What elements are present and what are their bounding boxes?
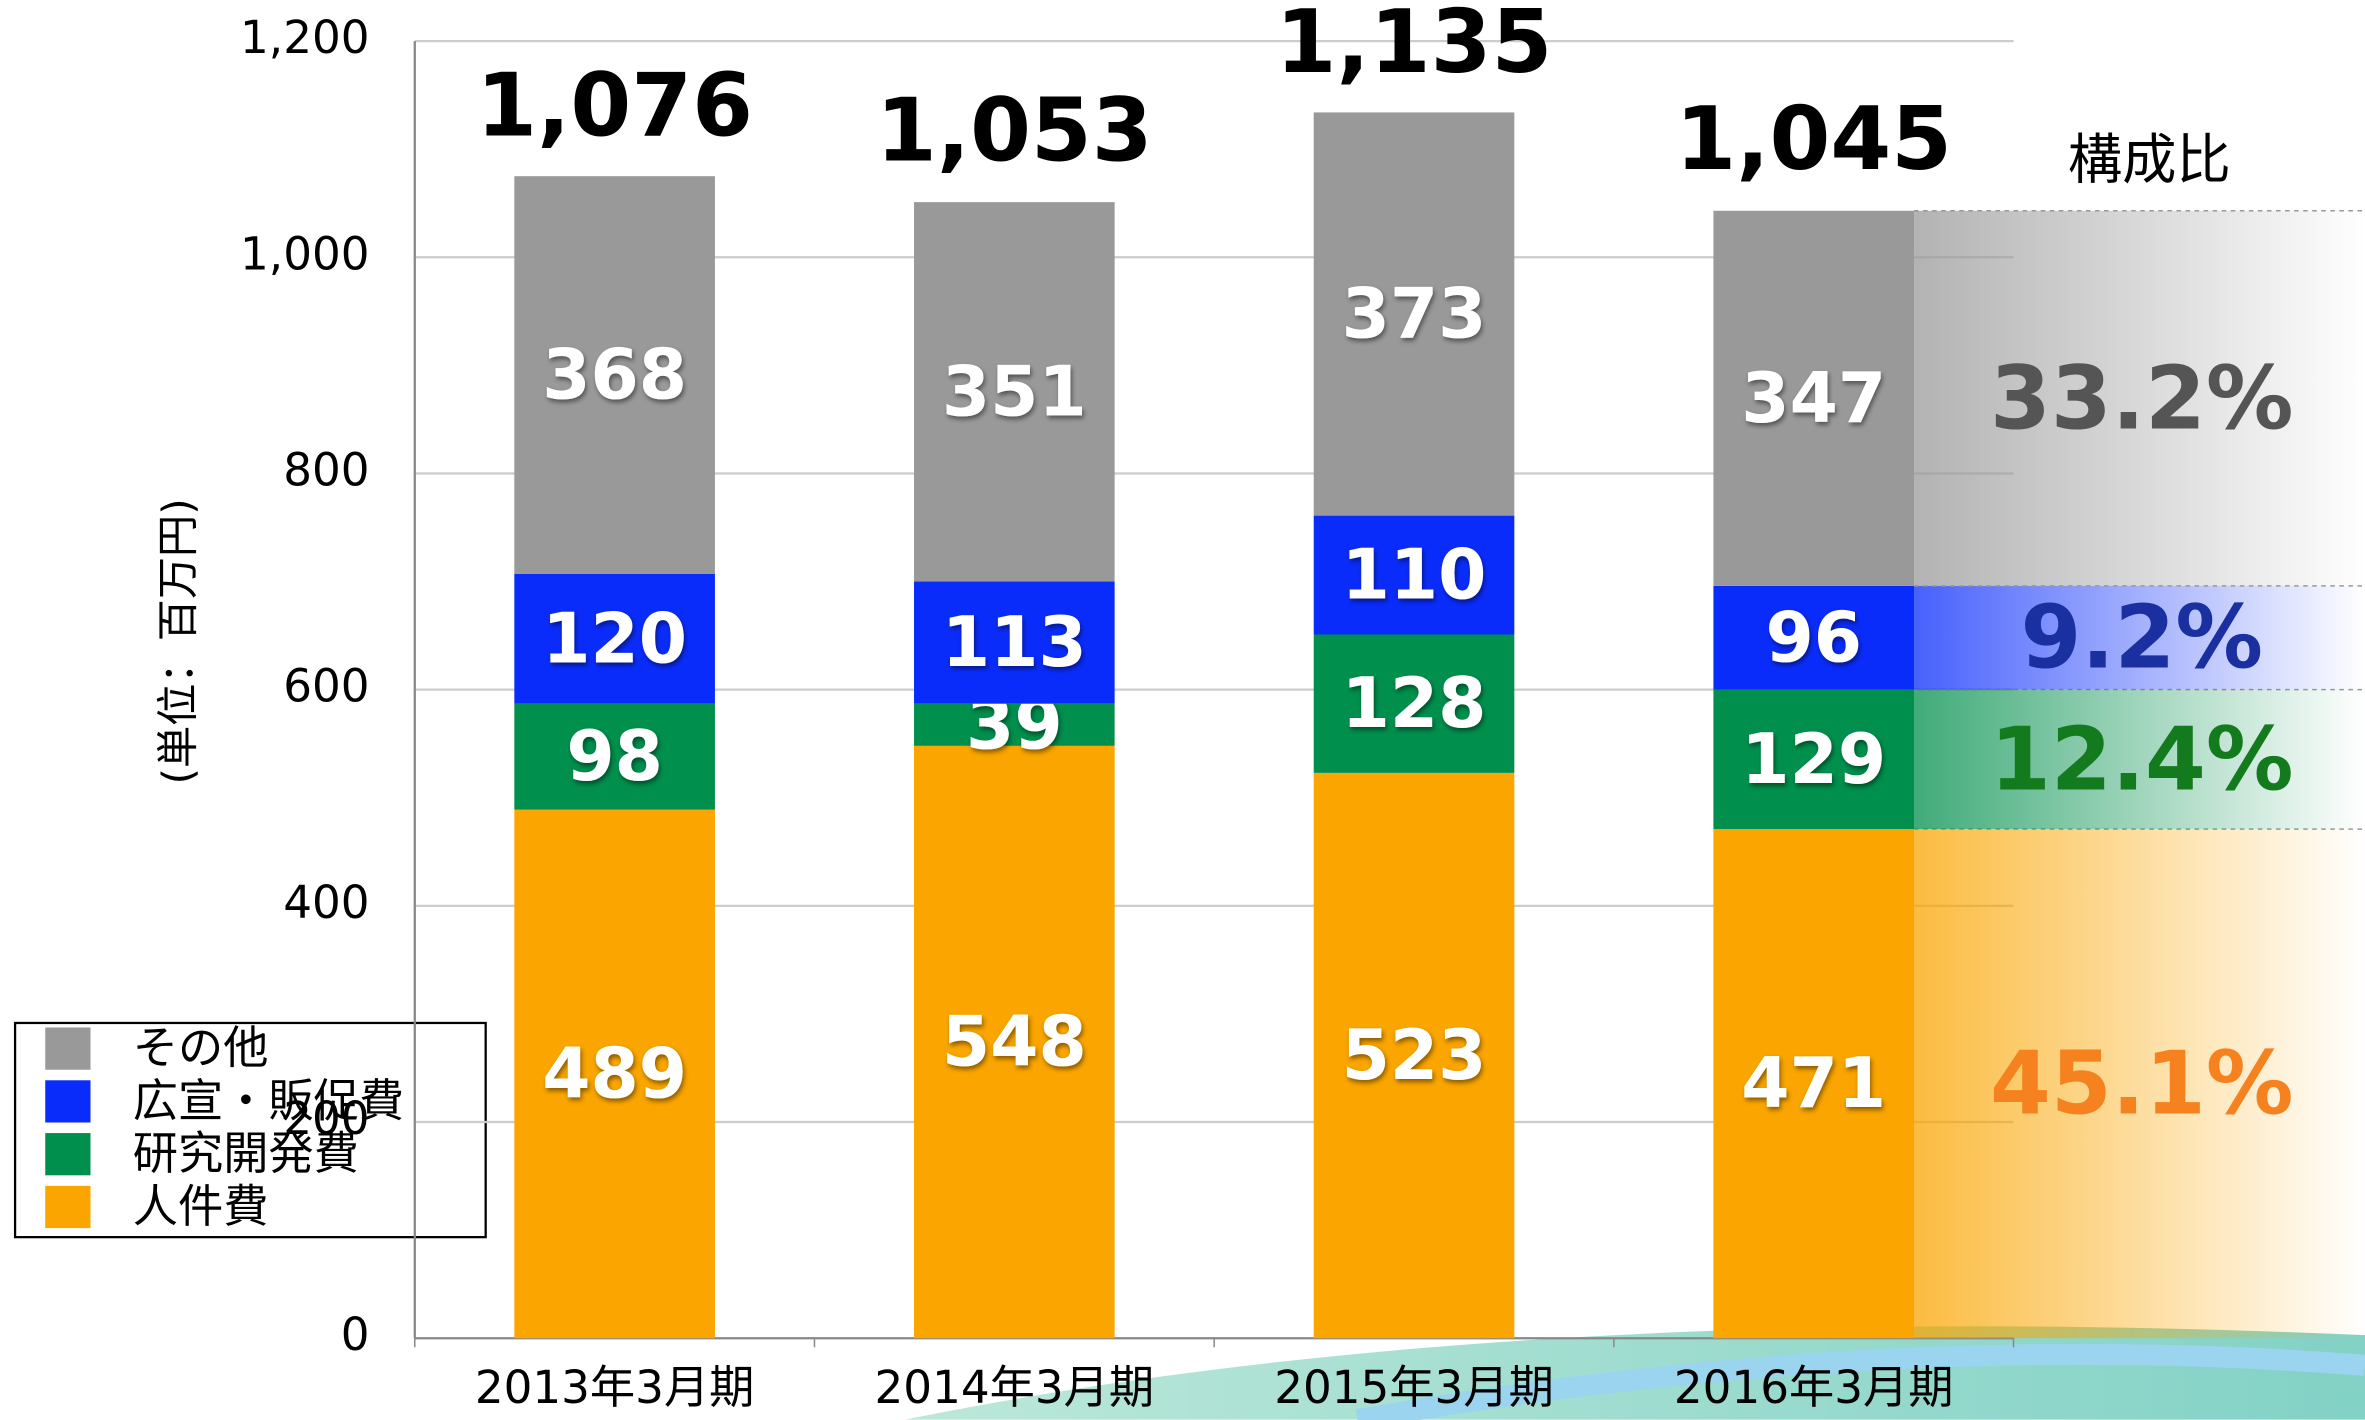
segment-label: 110 <box>1342 536 1487 616</box>
segment-label: 98 <box>566 717 663 797</box>
composition-label: 9.2% <box>2020 587 2263 689</box>
segment-label: 471 <box>1741 1044 1886 1124</box>
x-tick-label: 2015年3月期 <box>1274 1361 1554 1414</box>
total-label: 1,076 <box>476 55 753 157</box>
total-label: 1,135 <box>1276 0 1553 93</box>
y-tick-label: 800 <box>283 443 369 496</box>
legend-swatch <box>45 1027 90 1069</box>
composition-label: 45.1% <box>1990 1033 2293 1135</box>
segment-label: 523 <box>1342 1016 1487 1096</box>
legend-label: 広宣・販促費 <box>133 1074 404 1127</box>
page: (単位：百万円) 構成比 02004006008001,0001,2002013… <box>0 0 2365 1420</box>
legend-swatch <box>45 1186 90 1228</box>
composition-label: 12.4% <box>1990 708 2293 810</box>
total-label: 1,053 <box>876 80 1153 182</box>
composition-label: 33.2% <box>1990 347 2293 449</box>
y-tick-label: 1,000 <box>240 227 370 280</box>
segment-label: 120 <box>542 599 687 679</box>
y-axis-label: (単位：百万円) <box>153 498 202 784</box>
y-tick-label: 400 <box>283 876 369 929</box>
composition-title: 構成比 <box>2068 128 2231 191</box>
y-tick-label: 0 <box>341 1308 370 1361</box>
legend-label: 人件費 <box>133 1180 269 1233</box>
total-label: 1,045 <box>1675 88 1952 190</box>
segment-label: 113 <box>942 603 1087 683</box>
segment-label: 368 <box>542 336 687 416</box>
legend-label: その他 <box>133 1022 269 1075</box>
segment-label: 96 <box>1765 598 1862 678</box>
segment-label: 373 <box>1342 275 1487 355</box>
chart: (単位：百万円) 構成比 02004006008001,0001,2002013… <box>0 0 2365 1420</box>
segment-label: 489 <box>542 1034 687 1114</box>
segment-label: 548 <box>942 1003 1087 1083</box>
y-tick-label: 1,200 <box>240 11 370 64</box>
legend-label: 研究開発費 <box>133 1127 359 1180</box>
segment-label: 129 <box>1741 720 1886 800</box>
y-tick-label: 600 <box>283 660 369 713</box>
x-tick-label: 2016年3月期 <box>1674 1361 1954 1414</box>
segment-label: 347 <box>1741 359 1886 439</box>
segment-label: 351 <box>942 352 1087 432</box>
segment-label: 128 <box>1342 664 1487 744</box>
legend-swatch <box>45 1133 90 1175</box>
legend-swatch <box>45 1080 90 1122</box>
x-tick-label: 2014年3月期 <box>875 1361 1155 1414</box>
x-tick-label: 2013年3月期 <box>475 1361 755 1414</box>
